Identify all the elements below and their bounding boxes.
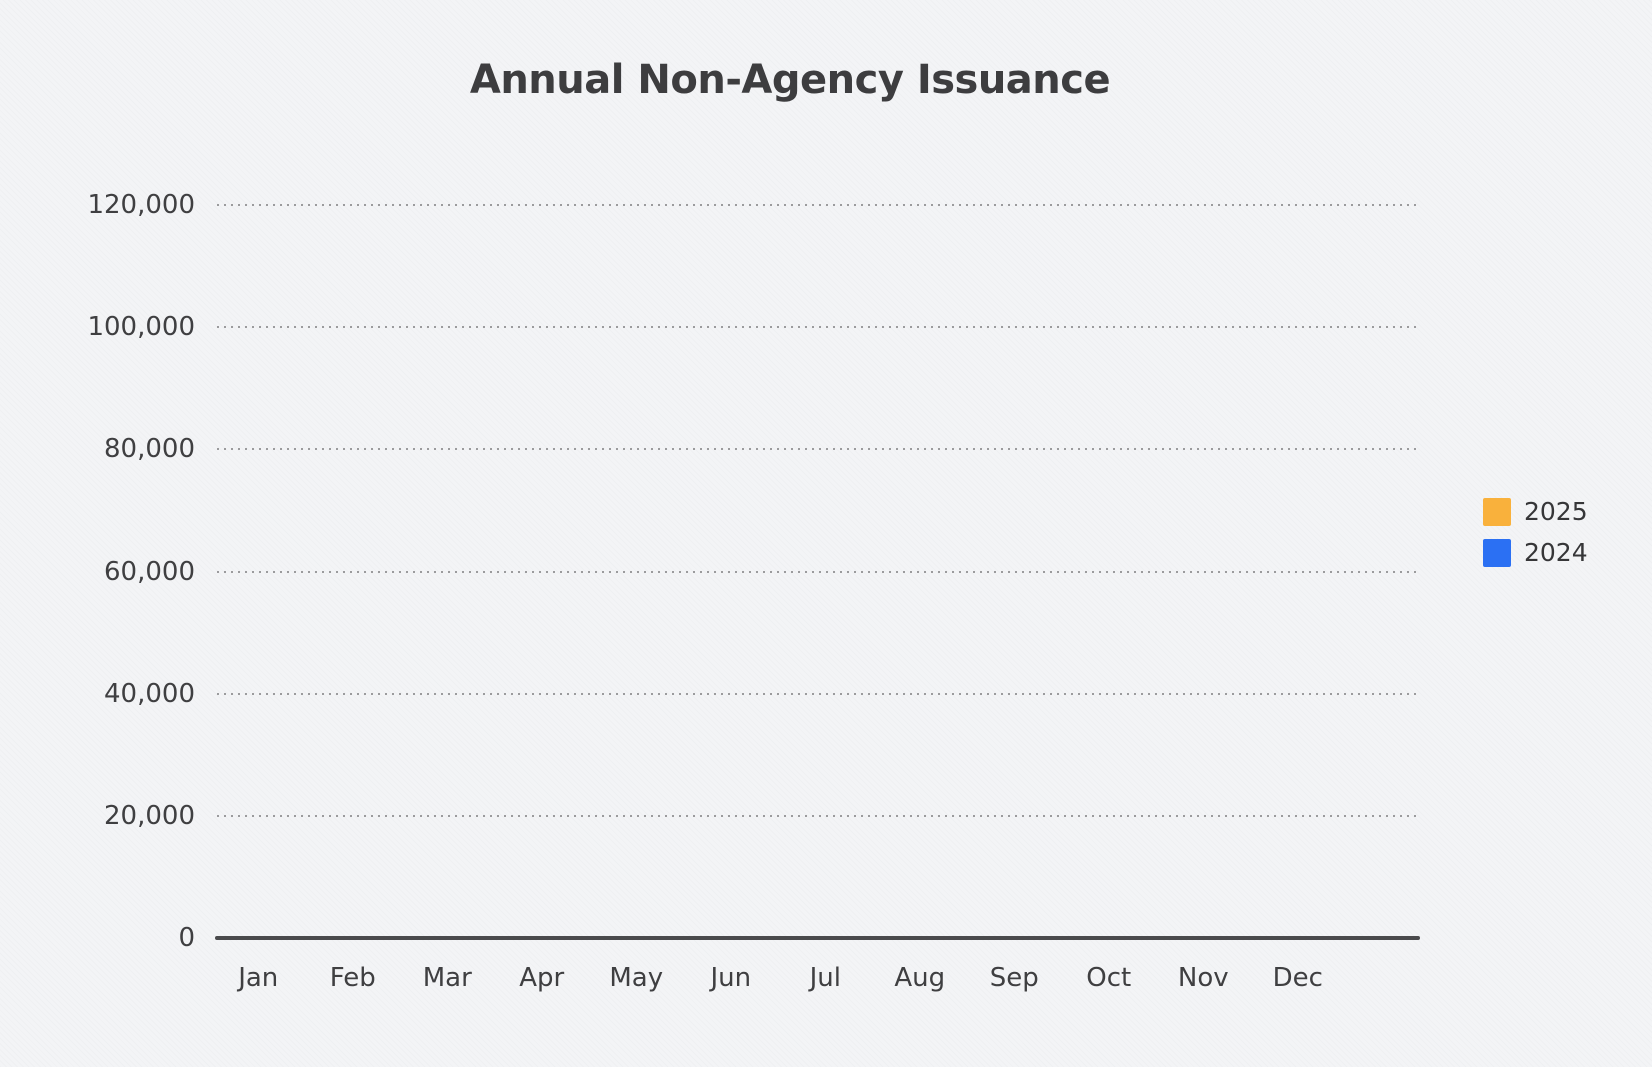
- y-tick-20000: 20,000: [104, 801, 195, 831]
- x-tick-sep: Sep: [989, 963, 1039, 993]
- x-tick-jan: Jan: [238, 963, 279, 993]
- plot-area: [215, 204, 1420, 940]
- legend-item-2024[interactable]: 2024: [1483, 539, 1588, 567]
- legend-item-2025[interactable]: 2025: [1483, 498, 1588, 526]
- x-tick-aug: Aug: [894, 963, 946, 993]
- x-tick-apr: Apr: [519, 963, 565, 993]
- y-tick-80000: 80,000: [104, 434, 195, 464]
- x-tick-nov: Nov: [1177, 963, 1229, 993]
- legend-swatch-2024-icon: [1483, 539, 1511, 567]
- y-tick-100000: 100,000: [87, 312, 195, 342]
- x-axis-baseline: [215, 936, 1420, 940]
- x-tick-dec: Dec: [1272, 963, 1323, 993]
- x-tick-feb: Feb: [329, 963, 376, 993]
- legend-label-2024: 2024: [1524, 538, 1588, 567]
- y-tick-120000: 120,000: [87, 190, 195, 220]
- x-tick-jul: Jul: [809, 963, 841, 993]
- x-tick-may: May: [609, 963, 664, 993]
- gridline-20000: [217, 815, 1420, 817]
- gridline-40000: [217, 693, 1420, 695]
- gridline-60000: [217, 571, 1420, 573]
- gridline-80000: [217, 448, 1420, 450]
- y-tick-0: 0: [178, 923, 195, 953]
- x-tick-jun: Jun: [710, 963, 752, 993]
- x-axis-labels: Jan Feb Mar Apr May Jun Jul Aug Sep Oct …: [211, 958, 1345, 998]
- x-tick-oct: Oct: [1086, 963, 1132, 993]
- gridline-120000: [217, 204, 1420, 206]
- gridline-100000: [217, 326, 1420, 328]
- legend-label-2025: 2025: [1524, 497, 1588, 526]
- legend: 2025 2024: [1483, 498, 1588, 567]
- legend-swatch-2025-icon: [1483, 498, 1511, 526]
- y-tick-40000: 40,000: [104, 679, 195, 709]
- x-tick-mar: Mar: [422, 963, 472, 993]
- chart-title: Annual Non-Agency Issuance: [469, 57, 1111, 103]
- y-tick-60000: 60,000: [104, 557, 195, 587]
